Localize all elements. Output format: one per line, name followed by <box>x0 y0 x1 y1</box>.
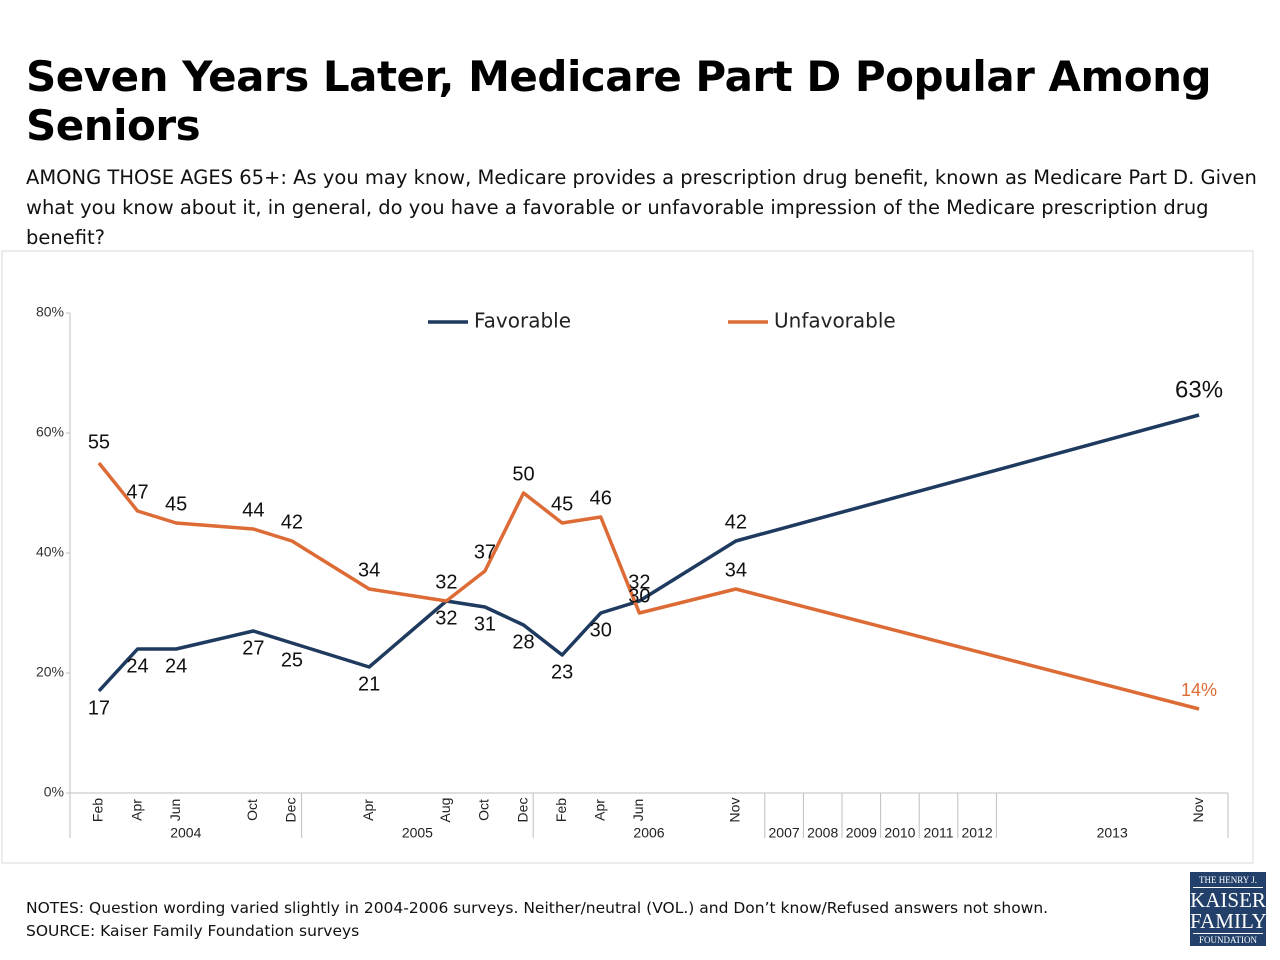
data-label: 55 <box>88 431 110 453</box>
data-label: 50 <box>512 463 534 485</box>
data-label: 25 <box>281 649 303 671</box>
data-label: 42 <box>725 511 747 533</box>
year-label: 2010 <box>884 825 915 841</box>
x-tick-label: Apr <box>128 799 144 821</box>
x-tick-label: Feb <box>90 798 106 822</box>
x-tick-label: Nov <box>1190 798 1206 823</box>
x-tick-label: Dec <box>283 798 299 823</box>
logo: THE HENRY J. KAISER FAMILY FOUNDATION <box>1190 872 1267 946</box>
legend-label: Unfavorable <box>774 309 896 333</box>
x-tick-label: Nov <box>727 798 743 823</box>
x-tick-label: Dec <box>514 798 530 823</box>
x-tick-label: Jun <box>630 799 646 822</box>
year-label: 2008 <box>807 825 838 841</box>
series-line <box>97 461 1200 711</box>
x-tick-label: Feb <box>553 798 569 822</box>
data-label: 32 <box>435 607 457 629</box>
x-tick-label: Apr <box>360 799 376 821</box>
y-tick-label: 20% <box>36 664 64 680</box>
title: Seven Years Later, Medicare Part D Popul… <box>26 52 1212 150</box>
year-label: 2013 <box>1097 825 1128 841</box>
data-label: 44 <box>242 499 264 521</box>
y-tick-label: 60% <box>36 424 64 440</box>
logo-line: FOUNDATION <box>1193 933 1263 945</box>
data-label: 17 <box>88 697 110 719</box>
series-line <box>97 413 1200 693</box>
y-tick-label: 40% <box>36 544 64 560</box>
logo-line: KAISER <box>1190 888 1266 912</box>
data-label: 46 <box>590 487 612 509</box>
legend-label: Favorable <box>474 309 571 333</box>
source: SOURCE: Kaiser Family Foundation surveys <box>26 922 360 940</box>
x-tick-label: Oct <box>476 799 492 821</box>
logo-line: FAMILY <box>1190 909 1267 933</box>
logo-line: THE HENRY J. <box>1193 872 1263 888</box>
data-label: 14% <box>1181 680 1217 700</box>
year-label: 2005 <box>402 825 433 841</box>
data-label: 45 <box>165 493 187 515</box>
y-tick-label: 80% <box>36 304 64 320</box>
data-label: 32 <box>628 571 650 593</box>
year-label: 2004 <box>170 825 201 841</box>
data-label: 30 <box>590 619 612 641</box>
data-label: 42 <box>281 511 303 533</box>
data-label: 27 <box>242 637 264 659</box>
data-label: 23 <box>551 661 573 683</box>
y-tick-label: 0% <box>44 784 64 800</box>
year-label: 2012 <box>962 825 993 841</box>
chart-frame <box>1 250 1254 864</box>
year-label: 2011 <box>923 825 953 841</box>
data-label: 37 <box>474 541 496 563</box>
data-label: 21 <box>358 673 380 695</box>
notes: NOTES: Question wording varied slightly … <box>26 897 1048 943</box>
data-label: 24 <box>165 655 187 677</box>
x-tick-label: Aug <box>437 798 453 823</box>
note: NOTES: Question wording varied slightly … <box>26 899 1049 917</box>
data-label: 34 <box>725 559 747 581</box>
data-label: 47 <box>126 481 148 503</box>
year-label: 2006 <box>633 825 664 841</box>
data-label: 31 <box>474 613 496 635</box>
data-label: 34 <box>358 559 380 581</box>
data-label: 30 <box>628 585 650 607</box>
data-label: 45 <box>551 493 573 515</box>
x-tick-label: Oct <box>244 799 260 821</box>
x-tick-label: Apr <box>591 799 607 821</box>
data-label: 24 <box>126 655 148 677</box>
x-tick-label: Jun <box>167 799 183 822</box>
year-label: 2007 <box>769 825 800 841</box>
data-label: 28 <box>512 631 534 653</box>
data-label: 32 <box>435 571 457 593</box>
data-label: 63% <box>1175 376 1223 403</box>
year-label: 2009 <box>846 825 877 841</box>
subtitle: AMONG THOSE AGES 65+: As you may know, M… <box>26 166 1257 249</box>
